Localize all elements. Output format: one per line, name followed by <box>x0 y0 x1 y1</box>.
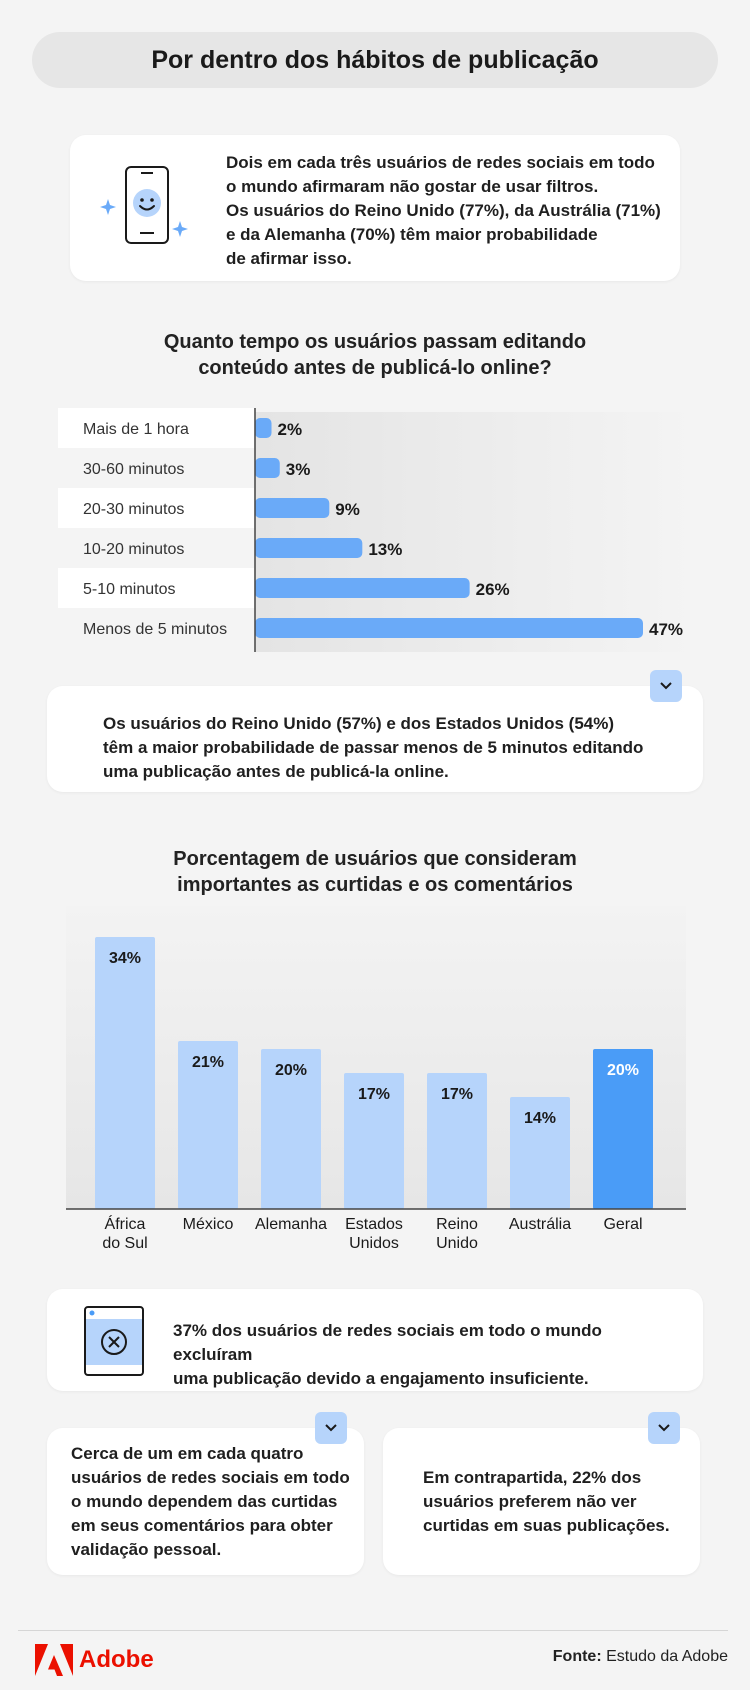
bar <box>95 937 155 1209</box>
row-stripe <box>58 408 254 448</box>
category-label: Alemanha <box>255 1216 327 1233</box>
source-label: Fonte: <box>552 1648 602 1665</box>
deletion-line: 37% dos usuários de redes sociais em tod… <box>173 1321 602 1364</box>
value-label: 47% <box>649 620 683 639</box>
category-label: México <box>183 1216 234 1233</box>
category-label: Menos de 5 minutos <box>83 621 227 638</box>
validation-line: o mundo dependem das curtidas <box>71 1492 338 1511</box>
adobe-wordmark: Adobe <box>79 1646 154 1673</box>
value-label: 20% <box>607 1062 639 1079</box>
validation-line: Cerca de um em cada quatro <box>71 1444 304 1463</box>
bar <box>255 418 272 438</box>
bar <box>178 1041 238 1209</box>
likes-chart-title-line: importantes as curtidas e os comentários <box>177 874 573 896</box>
deletion-card: 37% dos usuários de redes sociais em tod… <box>47 1289 703 1391</box>
editing-time-chart: Mais de 1 hora 2% 30-60 minutos 3% 20-30 min… <box>58 408 698 652</box>
validation-line: usuários de redes sociais em todo <box>71 1468 350 1487</box>
bar <box>427 1073 487 1209</box>
likes-chart-title-line: Porcentagem de usuários que consideram <box>173 848 577 870</box>
footer-divider <box>18 1630 728 1631</box>
intro-line: Dois em cada três usuários de redes soci… <box>226 153 655 172</box>
value-label: 26% <box>476 580 510 599</box>
bar <box>344 1073 404 1209</box>
value-label: 21% <box>192 1054 224 1071</box>
category-label: Unido <box>436 1235 478 1252</box>
preference-toggle[interactable] <box>648 1412 680 1444</box>
category-label: Geral <box>603 1216 642 1233</box>
category-label: Unidos <box>349 1235 399 1252</box>
intro-line: de afirmar isso. <box>226 249 352 268</box>
intro-line: Os usuários do Reino Unido (77%), da Aus… <box>226 201 661 220</box>
category-label: 20-30 minutos <box>83 501 184 518</box>
preference-line: curtidas em suas publicações. <box>423 1516 670 1535</box>
source-value: Estudo da Adobe <box>606 1648 728 1665</box>
editing-note-card: Os usuários do Reino Unido (57%) e dos E… <box>47 686 703 792</box>
window-close-icon <box>84 1306 144 1376</box>
category-label: 30-60 minutos <box>83 461 184 478</box>
category-label: do Sul <box>102 1235 147 1252</box>
editing-note-line: Os usuários do Reino Unido (57%) e dos E… <box>103 714 615 733</box>
validation-text: Cerca de um em cada quatro usuários de r… <box>71 1442 351 1562</box>
chevron-down-icon <box>658 1424 670 1432</box>
value-label: 2% <box>278 420 303 439</box>
adobe-logo-icon <box>35 1644 73 1676</box>
category-label: Estados <box>345 1216 403 1233</box>
category-label: Reino <box>436 1216 478 1233</box>
editing-note-line: uma publicação antes de publicá-la onlin… <box>103 762 449 781</box>
source-credit: Fonte: Estudo da Adobe <box>553 1648 728 1666</box>
category-label: 10-20 minutos <box>83 541 184 558</box>
deletion-text: 37% dos usuários de redes sociais em tod… <box>173 1319 683 1391</box>
bar <box>510 1097 570 1209</box>
editing-note-line: têm a maior probabilidade de passar meno… <box>103 738 644 757</box>
phone-smile-icon <box>100 166 188 244</box>
value-label: 3% <box>286 460 311 479</box>
category-label: 5-10 minutos <box>83 581 176 598</box>
bar <box>255 498 330 518</box>
editing-chart-title-line: conteúdo antes de publicá-lo online? <box>198 357 552 379</box>
likes-chart-title: Porcentagem de usuários que consideram i… <box>0 846 750 898</box>
bar <box>261 1049 321 1209</box>
preference-line: usuários preferem não ver <box>423 1492 637 1511</box>
editing-note-text: Os usuários do Reino Unido (57%) e dos E… <box>103 712 663 784</box>
plot-background <box>255 412 698 652</box>
category-label: Mais de 1 hora <box>83 421 189 438</box>
chevron-down-icon <box>325 1424 337 1432</box>
value-label: 20% <box>275 1062 307 1079</box>
bar <box>255 618 643 638</box>
value-label: 17% <box>441 1086 473 1103</box>
bar <box>255 458 280 478</box>
value-label: 34% <box>109 950 141 967</box>
bar <box>593 1049 653 1209</box>
row-stripe <box>58 568 254 608</box>
row-stripe <box>58 488 254 528</box>
adobe-logo[interactable]: Adobe <box>35 1644 154 1676</box>
value-label: 17% <box>358 1086 390 1103</box>
category-label: Austrália <box>509 1216 571 1233</box>
bar <box>255 538 363 558</box>
intro-line: o mundo afirmaram não gostar de usar fil… <box>226 177 599 196</box>
likes-comments-chart: 34% África do Sul 21% México 20% Alemanha 17% Es… <box>66 906 686 1252</box>
preference-card: Em contrapartida, 22% dos usuários prefe… <box>383 1428 700 1575</box>
editing-chart-title: Quanto tempo os usuários passam editando… <box>0 329 750 381</box>
bar <box>255 578 470 598</box>
preference-text: Em contrapartida, 22% dos usuários prefe… <box>423 1466 673 1538</box>
value-label: 9% <box>335 500 360 519</box>
value-label: 14% <box>524 1110 556 1127</box>
intro-card: Dois em cada três usuários de redes soci… <box>70 135 680 281</box>
validation-line: em seus comentários para obter <box>71 1516 333 1535</box>
page-title: Por dentro dos hábitos de publicação <box>32 32 718 88</box>
category-label: África <box>105 1214 146 1233</box>
chevron-down-icon <box>660 682 672 690</box>
editing-chart-title-line: Quanto tempo os usuários passam editando <box>163 331 587 353</box>
intro-line: e da Alemanha (70%) têm maior probabilid… <box>226 225 598 244</box>
deletion-line: uma publicação devido a engajamento insu… <box>173 1369 589 1388</box>
validation-line: validação pessoal. <box>71 1540 222 1559</box>
value-label: 13% <box>368 540 402 559</box>
page-title-text: Por dentro dos hábitos de publicação <box>151 45 599 74</box>
validation-toggle[interactable] <box>315 1412 347 1444</box>
preference-line: Em contrapartida, 22% dos <box>423 1468 642 1487</box>
validation-card: Cerca de um em cada quatro usuários de r… <box>47 1428 364 1575</box>
intro-text: Dois em cada três usuários de redes soci… <box>226 151 666 271</box>
editing-note-toggle[interactable] <box>650 670 682 702</box>
